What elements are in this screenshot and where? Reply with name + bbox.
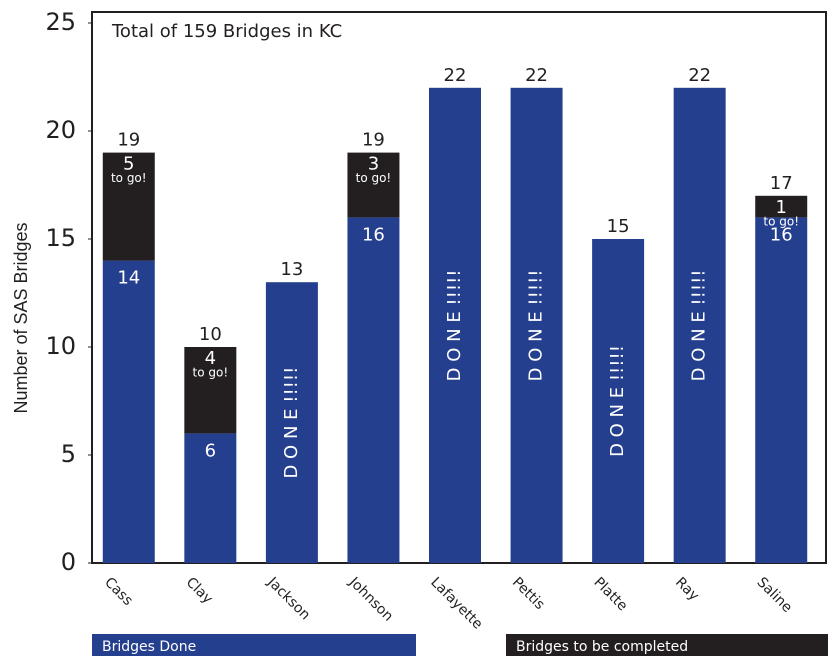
y-tick-label: 15 [45, 224, 76, 252]
done-label: D O N E !!!!! [689, 269, 710, 381]
y-tick-label: 0 [61, 548, 76, 576]
x-tick-label: Platte [590, 574, 630, 614]
done-label: D O N E !!!!! [444, 269, 465, 381]
y-axis-label: Number of SAS Bridges [11, 222, 31, 413]
legend-label: Bridges Done [102, 639, 196, 655]
to-go-label: to go! [111, 171, 147, 185]
total-label: 17 [770, 173, 793, 194]
x-tick-label: Cass [101, 574, 136, 609]
x-tick-label: Jackson [264, 574, 314, 624]
bar-segment [673, 87, 726, 564]
x-tick-label: Johnson [345, 574, 396, 625]
value-label: 16 [362, 224, 385, 245]
total-label: 10 [199, 324, 222, 345]
total-label: 13 [280, 259, 303, 280]
value-label: 1 [775, 197, 786, 218]
y-tick-label: 25 [45, 8, 76, 36]
bar-segment [755, 217, 808, 563]
done-label: D O N E !!!!! [281, 367, 302, 479]
value-label: 16 [770, 224, 793, 245]
bar-segment [184, 433, 237, 563]
value-label: 14 [117, 268, 140, 289]
x-tick-label: Ray [672, 574, 702, 604]
legend-label: Bridges to be completed [516, 639, 688, 655]
done-label: D O N E !!!!! [607, 345, 628, 457]
to-go-label: to go! [763, 214, 799, 228]
total-label: 22 [688, 65, 711, 86]
value-label: 4 [205, 348, 216, 369]
legend-swatch [506, 634, 828, 656]
total-label: 19 [362, 130, 385, 151]
x-tick-label: Pettis [509, 574, 548, 613]
y-tick-label: 20 [45, 116, 76, 144]
chart-title: Total of 159 Bridges in KC [111, 21, 342, 42]
value-label: 5 [123, 154, 134, 175]
bar-segment [102, 152, 155, 261]
bar-segment [102, 260, 155, 563]
bar-segment [755, 195, 808, 218]
y-tick-label: 5 [61, 440, 76, 468]
to-go-label: to go! [356, 171, 392, 185]
bar-segment [429, 87, 481, 564]
y-tick-label: 10 [45, 332, 76, 360]
done-label: D O N E !!!!! [526, 269, 547, 381]
value-label: 3 [368, 154, 379, 175]
bar-segment [592, 239, 645, 563]
total-label: 22 [525, 65, 548, 86]
bar-segment [184, 347, 237, 434]
to-go-label: to go! [193, 366, 229, 380]
x-tick-label: Saline [754, 574, 796, 616]
bar-segment [347, 217, 400, 563]
legend-swatch [92, 634, 416, 656]
bar-segment [265, 282, 318, 563]
x-tick-label: Clay [183, 574, 216, 607]
total-label: 22 [444, 65, 467, 86]
bar-segment [347, 152, 400, 218]
value-label: 6 [205, 440, 216, 461]
bar-segment [510, 87, 563, 564]
total-label: 19 [117, 130, 140, 151]
x-tick-label: Lafayette [427, 574, 485, 632]
total-label: 15 [607, 216, 630, 237]
